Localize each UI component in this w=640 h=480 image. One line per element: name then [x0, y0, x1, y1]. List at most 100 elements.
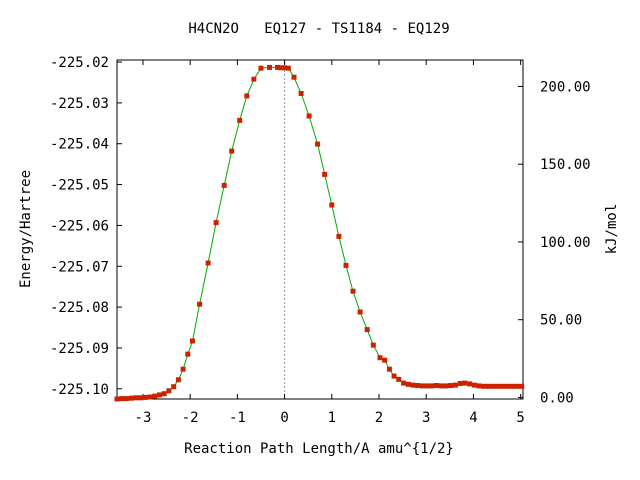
y2-tick-label: 0.00 [540, 390, 574, 406]
y-tick-label: -225.06 [50, 218, 109, 234]
plot-frame [116, 59, 524, 400]
data-point [364, 327, 370, 333]
data-point [197, 301, 203, 307]
x-tick-label: -2 [182, 410, 199, 426]
data-point [405, 381, 411, 387]
data-point [152, 393, 158, 399]
y2-tick-label: 100.00 [540, 235, 591, 251]
data-point [133, 395, 139, 401]
data-point [443, 383, 449, 389]
data-point [128, 395, 134, 401]
data-point [457, 381, 463, 386]
data-point [275, 64, 280, 70]
x-axis-label: Reaction Path Length/A amu^{1/2} [184, 441, 454, 457]
data-point [370, 342, 376, 348]
data-point [434, 383, 440, 388]
y-tick-label: -225.08 [50, 300, 109, 316]
data-point [329, 202, 335, 208]
data-point [221, 182, 227, 188]
data-point [161, 391, 167, 397]
data-point [462, 380, 468, 386]
data-point [185, 351, 191, 357]
data-point [453, 382, 458, 388]
data-point [142, 394, 148, 400]
data-point [244, 93, 250, 99]
data-point [298, 91, 304, 96]
y-tick-label: -225.03 [50, 96, 109, 112]
data-point [138, 395, 144, 401]
x-tick-label: 0 [280, 410, 288, 426]
data-point [157, 392, 162, 398]
data-point [490, 383, 496, 389]
y-tick-label: -225.02 [50, 55, 109, 71]
y-tick-label: -225.04 [50, 137, 109, 153]
data-point [357, 309, 363, 315]
x-tick-label: 4 [469, 410, 477, 426]
y-tick-label: -225.05 [50, 178, 109, 194]
data-point [205, 260, 211, 266]
data-point [419, 383, 425, 389]
y-tick-label: -225.09 [50, 341, 109, 357]
y2-tick-label: 150.00 [540, 157, 591, 173]
data-point [123, 396, 129, 402]
data-point [350, 288, 356, 294]
data-point [229, 148, 235, 154]
x-tick-label: 1 [328, 410, 336, 426]
y-axis-right: 0.00 50.00 100.00 150.00 200.00 [518, 79, 591, 406]
data-point [377, 355, 383, 361]
data-point [386, 366, 392, 372]
data-point [438, 383, 444, 389]
data-point [410, 382, 416, 388]
data-point [467, 381, 473, 387]
data-point [343, 262, 349, 268]
chart-title: H4CN2O EQ127 - TS1184 - EQ129 [188, 21, 449, 37]
y-tick-label: -225.10 [50, 382, 109, 398]
data-point [504, 383, 510, 389]
series-layer [114, 64, 525, 402]
x-axis: -3 -2 -1 0 1 2 3 4 5 [135, 60, 525, 426]
data-point [429, 383, 435, 389]
y-tick-label: -225.07 [50, 259, 109, 275]
y-axis-label: Energy/Hartree [18, 170, 34, 288]
y2-tick-label: 200.00 [540, 79, 591, 95]
data-point [500, 383, 506, 389]
data-point [476, 383, 482, 389]
data-point [251, 76, 257, 82]
data-point [401, 380, 407, 386]
x-tick-label: 5 [516, 410, 524, 426]
data-point [175, 377, 181, 383]
data-point [382, 357, 388, 363]
x-tick-label: -1 [229, 410, 246, 426]
data-point [315, 141, 321, 147]
data-point [415, 383, 421, 388]
data-point [278, 65, 284, 71]
data-point [471, 382, 477, 388]
data-point [396, 376, 402, 382]
data-point [147, 394, 153, 400]
y-axis-left: -225.02 -225.03 -225.04 -225.05 -225.06 -225.… [50, 55, 122, 398]
x-tick-label: 2 [375, 410, 383, 426]
data-point [336, 233, 342, 239]
data-point [237, 117, 243, 123]
data-point [391, 373, 397, 379]
data-point [424, 383, 430, 389]
data-point [180, 366, 186, 372]
data-point [481, 383, 487, 389]
data-point [190, 338, 195, 344]
data-point [509, 383, 515, 389]
data-point [322, 171, 328, 177]
data-point [119, 396, 125, 402]
data-point [213, 220, 219, 226]
data-point [486, 383, 491, 389]
data-point [267, 64, 272, 70]
data-point [258, 65, 264, 71]
data-point [495, 383, 501, 389]
data-point [448, 383, 454, 388]
y2-tick-label: 50.00 [540, 313, 582, 329]
data-point [291, 74, 297, 80]
series-line [116, 66, 522, 400]
data-point [171, 384, 177, 390]
y2-axis-label: kJ/mol [604, 204, 620, 255]
data-point [519, 383, 525, 389]
